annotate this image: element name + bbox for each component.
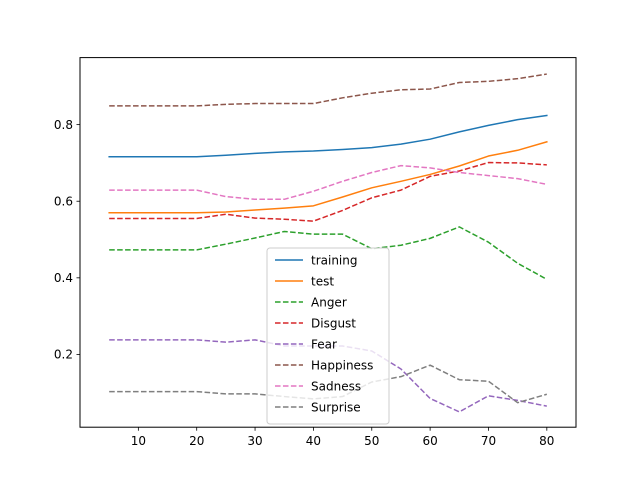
y-tick-label: 0.8 [54, 118, 73, 132]
series-line-sadness [109, 164, 547, 201]
x-tick-label: 60 [422, 434, 437, 448]
series-line-anger [109, 226, 548, 281]
x-tick-label: 20 [189, 434, 204, 448]
y-tick-label: 0.2 [54, 348, 73, 362]
x-tick-label: 50 [364, 434, 379, 448]
series-line-disgust [109, 161, 547, 222]
x-tick-label: 30 [247, 434, 262, 448]
legend-label-happiness: Happiness [311, 358, 373, 372]
legend-label-fear: Fear [311, 337, 337, 351]
legend-label-anger: Anger [311, 295, 347, 309]
legend: training test Anger Disgust Fear Happiness Sad… [266, 247, 390, 425]
legend-label-test: test [311, 274, 334, 288]
plot-frame [79, 57, 577, 428]
legend-label-sadness: Sadness [311, 379, 361, 393]
x-tick-label: 10 [131, 434, 146, 448]
y-axis: 0.2 0.4 0.6 0.8 [54, 118, 80, 362]
legend-box [266, 247, 390, 425]
x-tick-label: 40 [306, 434, 321, 448]
x-tick-label: 80 [539, 434, 554, 448]
x-tick-label: 70 [481, 434, 496, 448]
series-line-training [108, 114, 548, 158]
series-line-test [108, 140, 548, 214]
legend-label-surprise: Surprise [311, 400, 361, 414]
series-line-happiness [109, 73, 547, 107]
legend-label-training: training [311, 253, 358, 267]
legend-label-disgust: Disgust [311, 316, 356, 330]
y-tick-label: 0.6 [54, 195, 73, 209]
x-axis: 10 20 30 40 50 60 70 80 [131, 427, 554, 448]
y-tick-label: 0.4 [54, 271, 73, 285]
